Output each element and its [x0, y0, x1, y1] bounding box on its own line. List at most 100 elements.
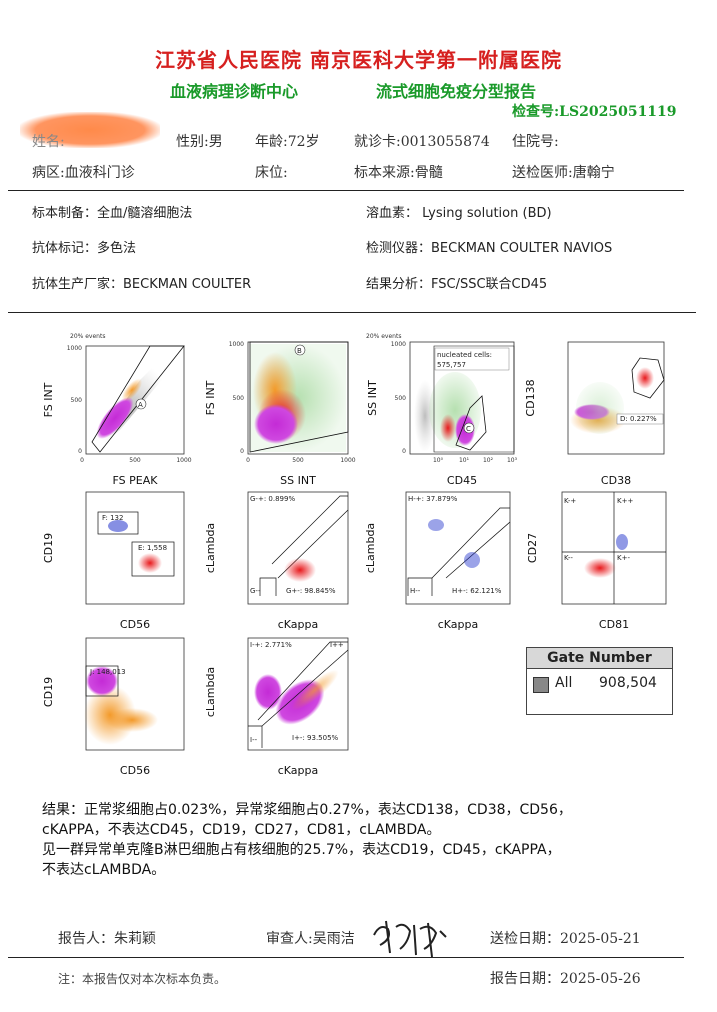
gate-i-minus-minus-label: I-- [250, 736, 258, 744]
y-axis-title: CD27 [526, 533, 539, 563]
x-tick: 10¹ [459, 457, 470, 464]
x-axis-title: cKappa [278, 764, 319, 777]
gate-number-panel: Gate Number All 908,504 [526, 647, 673, 715]
x-axis-title: CD56 [120, 764, 150, 777]
x-axis-title: FS PEAK [113, 474, 159, 487]
gate-h-negative-label: H-- [410, 587, 421, 595]
events-label: 20% events [366, 333, 401, 340]
result-line: cKAPPA，不表达CD45，CD19，CD27，CD81，cLAMBDA。 [42, 822, 441, 838]
gate-e-label: E: 1,558 [138, 544, 167, 552]
analysis-method: 结果分析：FSC/SSC联合CD45 [366, 277, 548, 292]
divider [8, 312, 696, 313]
gate-k-plus-plus-label: K++ [617, 497, 633, 505]
plot-cd45-ss-int: 20% events nucleated cells: 575,757 C 10… [366, 333, 518, 487]
x-tick: 0 [80, 457, 84, 464]
plot-ckappa-clambda-g: G-+: 0.899% G-- G+-: 98.845% cKappa cLam… [204, 491, 349, 631]
divider [8, 190, 684, 191]
y-tick: 1000 [229, 341, 244, 348]
sample-prep: 标本制备：全血/髓溶细胞法 [32, 206, 193, 221]
send-date: 送检日期：2025-05-21 [490, 931, 641, 947]
gate-h-upper-label: H-+: 37.879% [408, 495, 458, 503]
plot-cd56-cd19-bcells: J: 148,013 CD56 CD19 [42, 637, 185, 777]
gate-g-negative-label: G-- [250, 587, 261, 595]
x-axis-title: CD56 [120, 618, 150, 631]
gate-i-plus-minus-label: I+-: 93.505% [292, 734, 339, 742]
gate-k-minus-minus-label: K-- [564, 554, 573, 562]
y-axis-title: cLambda [364, 523, 377, 573]
gate-j-label: J: 148,013 [89, 668, 126, 676]
x-axis-title: CD81 [599, 618, 629, 631]
plot-ss-int-fs-int: B 0 500 1000 0 500 1000 SS INT FS INT [204, 341, 356, 487]
y-tick: 0 [78, 448, 82, 455]
plot-cd81-cd27: K-+ K++ K-- K+- CD81 CD27 [526, 491, 667, 631]
y-tick: 1000 [67, 345, 82, 352]
gate-i-minus-plus-label: I-+: 2.771% [250, 641, 292, 649]
instrument: 检测仪器：BECKMAN COULTER NAVIOS [366, 241, 613, 256]
gate-g-kappa-label: G+-: 98.845% [286, 587, 336, 595]
gate-k-minus-plus-label: K-+ [564, 497, 576, 505]
y-axis-title: cLambda [204, 523, 217, 573]
gate-i-plus-plus-label: I++ [330, 641, 344, 649]
x-tick: 500 [129, 457, 141, 464]
x-tick: 10⁰ [433, 457, 444, 464]
y-tick: 500 [233, 395, 245, 402]
antibody-labeling: 抗体标记：多色法 [32, 241, 137, 256]
x-axis-title: CD38 [601, 474, 631, 487]
flow-cytometry-plots: 20% events A 0 500 1000 0 500 1000 FS PE… [42, 333, 667, 777]
plot-cd56-cd19-plasma: F: 132 E: 1,558 CD56 CD19 [42, 491, 185, 631]
gate-h-kappa-label: H+-: 62.121% [452, 587, 502, 595]
x-axis-title: CD45 [447, 474, 477, 487]
all-swatch [533, 677, 549, 693]
y-tick: 0 [240, 448, 244, 455]
y-axis-title: CD19 [42, 677, 55, 707]
antibody-maker: 抗体生产厂家：BECKMAN COULTER [32, 277, 252, 292]
report-title: 流式细胞免疫分型报告 [376, 82, 537, 101]
y-tick: 0 [402, 448, 406, 455]
gate-f-label: F: 132 [102, 514, 123, 522]
reporter: 报告人：朱莉颖 [58, 931, 156, 947]
gate-a-label: A [138, 401, 143, 409]
patient-ward: 病区:血液科门诊 [32, 165, 135, 181]
y-axis-title: CD138 [524, 379, 537, 416]
report-date: 报告日期：2025-05-26 [490, 971, 641, 987]
signature [373, 920, 447, 958]
x-tick: 1000 [176, 457, 191, 464]
plot-fs-peak-fs-int: 20% events A 0 500 1000 0 500 1000 FS PE… [42, 333, 192, 487]
x-tick: 1000 [340, 457, 355, 464]
gate-all-count: 908,504 [599, 675, 657, 691]
x-tick: 10³ [507, 457, 518, 464]
nucleated-cells-label: nucleated cells: [437, 351, 492, 359]
events-label: 20% events [70, 333, 105, 340]
plot-cd38-cd138: D: 0.227% CD38 CD138 [524, 341, 665, 487]
divider [8, 957, 684, 958]
y-axis-title: FS INT [204, 380, 217, 415]
x-tick: 500 [292, 457, 304, 464]
patient-sex: 性别:男 [176, 134, 223, 150]
check-number: 检查号:LS2025051119 [512, 104, 677, 120]
patient-card: 就诊卡:0013055874 [354, 134, 490, 150]
plot-ckappa-clambda-h: H-+: 37.879% H-- H+-: 62.121% cKappa cLa… [364, 491, 511, 631]
lysis-reagent: 溶血素： Lysing solution (BD) [366, 206, 552, 221]
gate-b-label: B [297, 347, 302, 355]
gate-g-upper-label: G-+: 0.899% [250, 495, 295, 503]
gate-d-label: D: 0.227% [620, 415, 657, 423]
result-text: 结果：正常浆细胞占0.023%，异常浆细胞占0.27%，表达CD138，CD38… [42, 800, 682, 880]
plot-ckappa-clambda-i: I-+: 2.771% I++ I-- I+-: 93.505% cKappa … [204, 637, 349, 777]
x-axis-title: cKappa [278, 618, 319, 631]
x-axis-title: SS INT [280, 474, 316, 487]
gate-k-plus-minus-label: K+- [617, 554, 630, 562]
result-line: 结果：正常浆细胞占0.023%，异常浆细胞占0.27%，表达CD138，CD38… [42, 802, 572, 818]
y-tick: 1000 [391, 341, 406, 348]
gate-all-label: All [555, 675, 573, 691]
sample-source: 标本来源:骨髓 [354, 165, 443, 181]
reviewer: 审查人:吴雨洁 [266, 931, 355, 947]
x-tick: 0 [246, 457, 250, 464]
gate-c-label: C [466, 425, 471, 433]
y-axis-title: CD19 [42, 533, 55, 563]
gate-number-title: Gate Number [527, 648, 672, 669]
patient-age: 年龄:72岁 [255, 134, 320, 150]
y-tick: 500 [71, 397, 83, 404]
nucleated-cells-count: 575,757 [437, 361, 466, 369]
x-tick: 10² [483, 457, 494, 464]
y-axis-title: cLambda [204, 667, 217, 717]
